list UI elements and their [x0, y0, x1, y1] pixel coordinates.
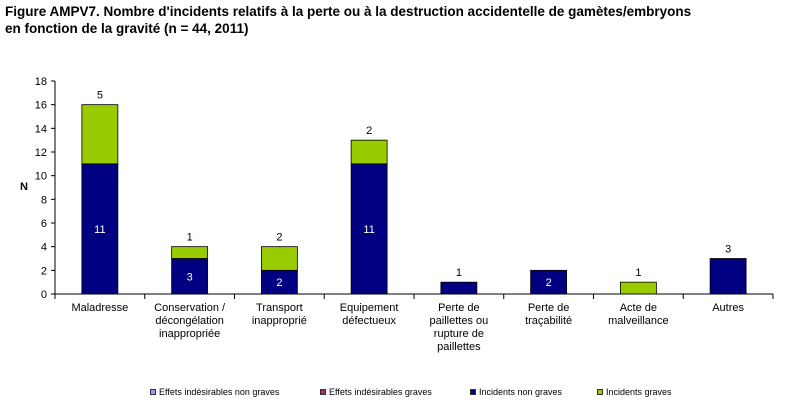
- x-tick-label: Transport: [256, 302, 303, 314]
- legend-swatch: [150, 389, 156, 395]
- x-tick-label: Maladresse: [71, 302, 128, 314]
- data-label: 1: [635, 267, 641, 279]
- y-tick-label: 14: [35, 123, 47, 135]
- y-tick-label: 12: [35, 147, 47, 159]
- chart-title-line-2: en fonction de la gravité (n = 44, 2011): [5, 21, 249, 36]
- x-tick-label: Autres: [712, 302, 744, 314]
- x-tick-label: Conservation /: [154, 302, 226, 314]
- y-axis-label: N: [20, 181, 28, 193]
- legend-label: Effets indésirables graves: [329, 387, 432, 397]
- x-tick-label: malveillance: [608, 315, 669, 327]
- x-tick-label: défectueux: [342, 315, 396, 327]
- x-tick-label: Perte de: [438, 302, 480, 314]
- y-tick-label: 4: [41, 242, 47, 254]
- y-tick-label: 8: [41, 194, 47, 206]
- legend-item: Incidents graves: [597, 387, 672, 397]
- chart-legend: Effets indésirables non graves Effets ind…: [0, 387, 786, 403]
- legend-item: Effets indésirables non graves: [150, 387, 279, 397]
- x-tick-label: Equipement: [340, 302, 399, 314]
- data-label: 2: [276, 277, 282, 289]
- data-label: 3: [187, 271, 193, 283]
- stacked-bar-chart: 024681012141618N115Maladresse31Conservat…: [20, 76, 774, 353]
- bar-segment: [709, 258, 747, 295]
- legend-swatch: [597, 389, 603, 395]
- x-tick-label: Acte de: [620, 302, 657, 314]
- legend-swatch: [320, 389, 326, 395]
- y-tick-label: 0: [41, 289, 47, 301]
- x-tick-label: paillettes ou: [430, 315, 489, 327]
- data-label: 2: [546, 277, 552, 289]
- bar-segment: [81, 163, 119, 295]
- bar-segment: [619, 281, 657, 295]
- bar-segment: [171, 246, 209, 259]
- data-label: 11: [94, 224, 105, 236]
- legend-label: Effets indésirables non graves: [159, 387, 280, 397]
- y-tick-label: 16: [35, 100, 47, 112]
- x-tick-label: paillettes: [437, 341, 481, 353]
- bar-segment: [530, 269, 568, 295]
- legend-label: Incidents non graves: [479, 387, 563, 397]
- x-tick-label: décongélation: [155, 315, 224, 327]
- bar-segment: [440, 281, 478, 295]
- legend-swatch: [470, 389, 476, 395]
- chart-title-line-1: Figure AMPV7. Nombre d'incidents relatif…: [5, 4, 692, 19]
- data-label: 2: [366, 125, 372, 137]
- x-tick-label: traçabilité: [525, 315, 572, 327]
- x-tick-label: inappropriée: [159, 328, 220, 340]
- bar-segment: [260, 246, 298, 271]
- bar-segment: [350, 139, 388, 165]
- y-tick-label: 18: [35, 76, 47, 88]
- bar-segment: [171, 258, 209, 295]
- data-label: 5: [97, 90, 103, 102]
- legend-label: Incidents graves: [606, 387, 672, 397]
- x-tick-label: inapproprié: [252, 315, 307, 327]
- y-tick-label: 6: [41, 218, 47, 230]
- x-tick-label: rupture de: [434, 328, 484, 340]
- y-tick-label: 2: [41, 265, 47, 277]
- bar-segment: [81, 104, 119, 165]
- x-tick-label: Perte de: [528, 302, 570, 314]
- legend-item: Effets indésirables graves: [320, 387, 432, 397]
- data-label: 1: [187, 232, 193, 244]
- legend-item: Incidents non graves: [470, 387, 562, 397]
- data-label: 3: [725, 244, 731, 256]
- chart-title: Figure AMPV7. Nombre d'incidents relatif…: [5, 3, 775, 37]
- y-tick-label: 10: [35, 171, 47, 183]
- data-label: 2: [276, 232, 282, 244]
- data-label: 1: [456, 267, 462, 279]
- data-label: 11: [363, 224, 374, 236]
- bar-segment: [350, 163, 388, 295]
